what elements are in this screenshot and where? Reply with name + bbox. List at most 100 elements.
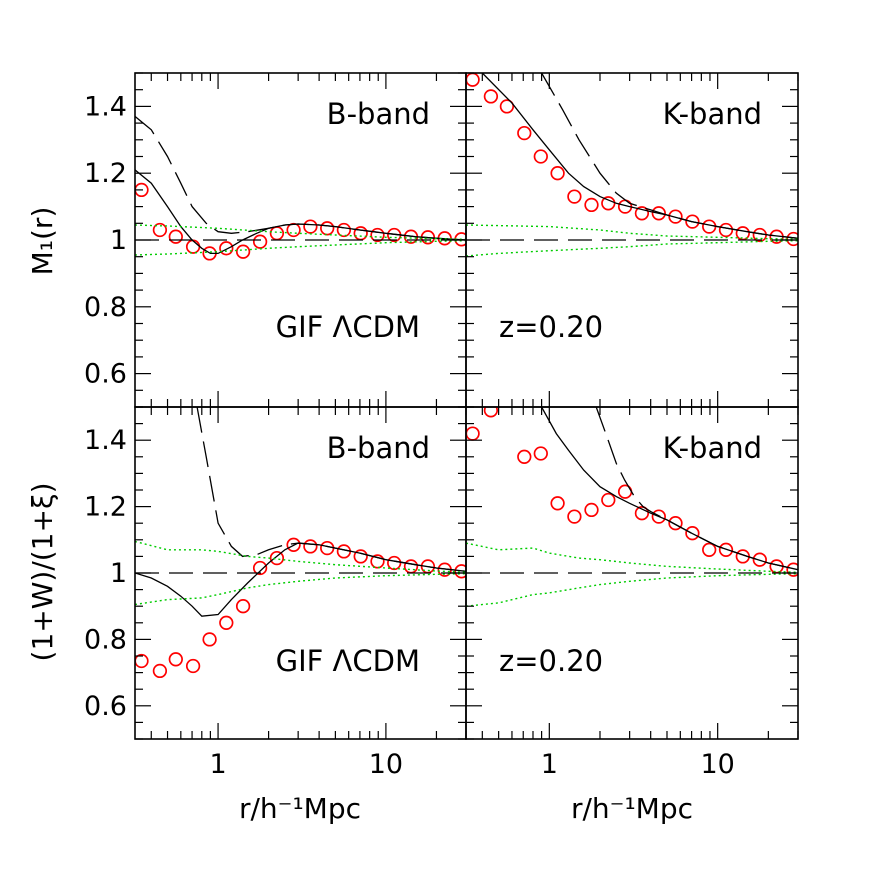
- data-point: [550, 166, 565, 181]
- y-tick-label: 0.6: [84, 691, 127, 722]
- data-point: [235, 244, 251, 259]
- y-tick-label: 0.6: [84, 359, 127, 390]
- error-envelope-line: [466, 224, 798, 240]
- x-tick-label: 1: [541, 749, 558, 780]
- band-label: B-band: [327, 97, 430, 131]
- data-point: [235, 599, 251, 614]
- data-point: [303, 539, 318, 554]
- panels: 0.6 0.8 1 1.2 1.4 B-band GIF ΛCDM K-band z=0.20 0…: [84, 72, 799, 780]
- y-tick-label: 1.2: [84, 158, 127, 189]
- model-line-dashed: [541, 73, 798, 239]
- data-point: [152, 663, 168, 679]
- data-point: [668, 209, 683, 224]
- corner-label: GIF ΛCDM: [276, 310, 420, 344]
- xlabel-left: r/h⁻¹Mpc: [239, 792, 361, 825]
- data-point: [651, 509, 666, 524]
- data-point: [336, 222, 352, 238]
- panel-top-left: 0.6 0.8 1 1.2 1.4 B-band GIF ΛCDM: [84, 72, 467, 408]
- data-point: [668, 516, 683, 531]
- plot-area-top-left: [135, 115, 466, 261]
- data-point: [651, 206, 666, 221]
- data-point: [168, 229, 183, 244]
- data-point: [286, 222, 301, 238]
- data-point: [499, 99, 515, 114]
- error-envelope-line: [135, 573, 466, 606]
- corner-label: z=0.20: [499, 644, 603, 678]
- data-point: [702, 219, 717, 234]
- data-point: [533, 446, 548, 461]
- data-point: [786, 562, 798, 577]
- y-tick-label: 1.4: [84, 425, 127, 456]
- y-tick-label: 1: [110, 225, 127, 256]
- data-point: [320, 221, 335, 236]
- data-point: [353, 549, 368, 564]
- data-point: [685, 526, 700, 541]
- data-point: [466, 73, 480, 87]
- data-point: [483, 89, 499, 104]
- data-point: [584, 502, 599, 518]
- panel-bottom-left: 0.6 0.8 1 1.2 1.4 1 10 B-band GIF ΛCDM: [84, 406, 467, 780]
- data-point: [286, 537, 301, 552]
- data-point: [403, 559, 419, 574]
- data-point: [168, 652, 183, 667]
- data-point: [584, 197, 599, 213]
- data-point: [483, 407, 499, 418]
- y-tick-label: 1.2: [84, 492, 127, 523]
- xlabel-right: r/h⁻¹Mpc: [571, 792, 693, 825]
- plot-area-bottom-left: [135, 407, 466, 679]
- x-tick-label: 10: [700, 749, 734, 780]
- data-point: [466, 426, 480, 441]
- data-point: [202, 632, 217, 647]
- data-point: [370, 554, 385, 569]
- panel-bottom-right: 1 10 K-band z=0.20: [465, 406, 799, 780]
- model-line-dashed: [135, 115, 466, 241]
- model-line-solid: [135, 542, 466, 617]
- error-envelope-line: [135, 540, 466, 573]
- data-point: [752, 552, 767, 567]
- data-point: [336, 544, 352, 559]
- data-point: [252, 234, 268, 249]
- plot-area-bottom-right: [466, 407, 798, 607]
- data-point: [634, 506, 650, 521]
- data-point: [387, 555, 402, 571]
- band-label: K-band: [663, 431, 762, 465]
- y-tick-label: 0.8: [84, 292, 127, 323]
- data-point: [702, 542, 717, 557]
- data-point: [185, 658, 201, 674]
- data-point: [634, 206, 650, 221]
- data-point: [303, 219, 318, 234]
- data-point: [685, 214, 700, 229]
- data-point: [185, 239, 201, 254]
- x-tick-label: 1: [209, 749, 226, 780]
- data-point: [601, 492, 616, 508]
- panel-top-right: K-band z=0.20: [465, 72, 799, 408]
- data-point: [517, 125, 532, 141]
- model-line-dashed: [196, 407, 466, 572]
- data-point: [219, 615, 234, 630]
- data-point: [269, 226, 285, 241]
- error-envelope-line: [466, 542, 798, 573]
- y-tick-label: 1.4: [84, 91, 127, 122]
- x-tick-label: 10: [369, 749, 403, 780]
- band-label: B-band: [327, 431, 430, 465]
- data-point: [718, 222, 734, 238]
- y-tick-label: 1: [110, 558, 127, 589]
- data-point: [567, 189, 582, 204]
- ylabel-top: M₁(r): [26, 207, 59, 276]
- data-point: [152, 222, 168, 238]
- data-point: [533, 149, 548, 164]
- data-point: [567, 509, 582, 524]
- corner-label: z=0.20: [499, 310, 603, 344]
- data-point: [320, 540, 335, 556]
- y-tick-label: 0.8: [84, 624, 127, 655]
- error-envelope-line: [135, 240, 466, 256]
- error-envelope-line: [466, 573, 798, 607]
- corner-label: GIF ΛCDM: [276, 644, 420, 678]
- data-point: [252, 560, 268, 576]
- data-point: [454, 564, 466, 579]
- data-point: [370, 227, 385, 243]
- data-point: [269, 550, 285, 566]
- data-point: [550, 496, 565, 511]
- data-point: [517, 449, 532, 464]
